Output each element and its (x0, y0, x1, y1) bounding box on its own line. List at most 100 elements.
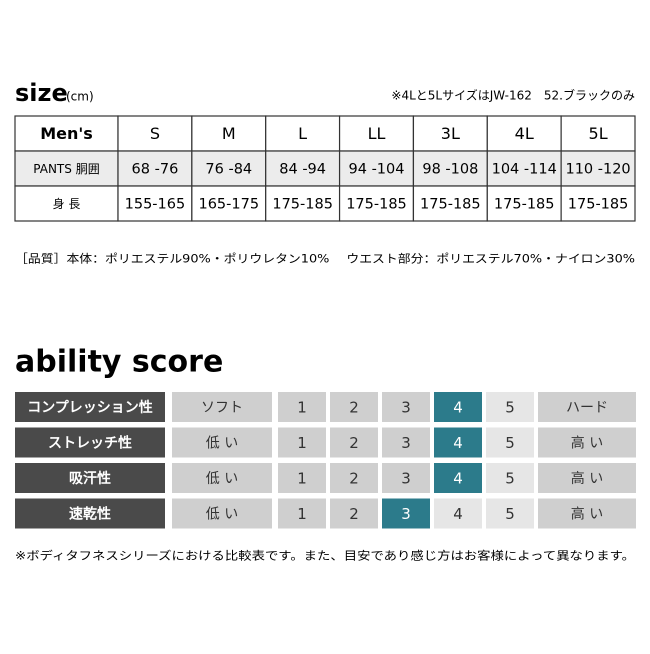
cell (560, 150, 636, 187)
row-label: 速乾性 (69, 506, 111, 523)
cell-text: L (298, 124, 307, 143)
cell-text: Men's (40, 124, 93, 143)
score-number: 2 (349, 399, 359, 417)
cell-text: 175-185 (272, 197, 333, 213)
score-number: 2 (349, 505, 359, 523)
score-cell (330, 392, 378, 422)
low-bg (172, 392, 272, 422)
cell (338, 185, 415, 222)
high-bg (538, 463, 636, 493)
row-label: コンプレッション性 (27, 399, 153, 416)
score-cell (486, 463, 534, 493)
cell-text: S (150, 124, 160, 143)
score-number: 3 (401, 399, 411, 417)
size-note: ※4Lと5LサイズはJW-162 52.ブラックのみ (391, 88, 635, 103)
score-number: 4 (453, 399, 463, 417)
low-label: 低 い (206, 471, 238, 487)
row-label-bg (15, 392, 165, 422)
score-cell (278, 498, 326, 529)
cell-text: 175-185 (346, 197, 407, 213)
high-label: 高 い (571, 506, 603, 523)
row-label-bg (15, 463, 165, 493)
cell-text: 4L (515, 124, 534, 143)
score-number: 5 (505, 470, 515, 488)
score-cell (382, 463, 430, 493)
cell (117, 185, 193, 222)
cell-text: 3L (441, 124, 460, 143)
score-cell (278, 463, 326, 493)
cell-text: 155-165 (125, 197, 186, 213)
score-cell (434, 392, 482, 422)
score-number: 3 (401, 505, 411, 523)
cell (560, 185, 636, 222)
cell (560, 115, 636, 152)
cell-text: 104 -114 (492, 162, 557, 178)
score-cell (486, 392, 534, 422)
score-number: 4 (453, 470, 463, 488)
material: ［品質］本体：ポリエステル90%・ポリウレタン10% ウエスト部分：ポリエステル… (15, 252, 635, 266)
score-number: 2 (349, 470, 359, 488)
cell (117, 150, 193, 187)
low-label: 低 い (206, 507, 238, 523)
cell-text: 175-185 (568, 197, 629, 213)
cell-text: 84 -94 (279, 162, 326, 178)
low-bg (172, 427, 272, 458)
cell-text: 94 -104 (349, 162, 405, 178)
cell (265, 150, 341, 187)
high-label: 高 い (571, 435, 603, 452)
row-label: 吸汗性 (69, 470, 111, 487)
cell-text: 98 -108 (422, 162, 478, 178)
score-cell (278, 392, 326, 422)
cell-text: PANTS 胴囲 (33, 162, 99, 176)
high-label: ハード (566, 400, 608, 416)
score-cell (486, 498, 534, 529)
score-number: 5 (505, 505, 515, 523)
score-cell (382, 392, 430, 422)
score-cell (330, 498, 378, 529)
cell (486, 185, 562, 222)
cell-text: 175-185 (494, 197, 555, 213)
score-number: 3 (401, 470, 411, 488)
high-bg (538, 427, 636, 458)
low-label: ソフト (201, 400, 243, 416)
score-number: 4 (453, 434, 463, 452)
cell (117, 115, 193, 152)
score-number: 5 (505, 399, 515, 417)
score-cell (434, 427, 482, 458)
score-number: 1 (297, 399, 307, 417)
low-bg (172, 463, 272, 493)
score-cell (486, 427, 534, 458)
cell (412, 115, 488, 152)
score-number: 4 (453, 505, 463, 523)
size-title: size (15, 79, 68, 107)
cell-text: M (222, 124, 236, 143)
score-cell (382, 427, 430, 458)
size-unit: (cm) (66, 90, 94, 104)
cell-text: LL (368, 124, 386, 143)
cell (14, 115, 119, 152)
high-label: 高 い (571, 470, 603, 487)
score-number: 1 (297, 505, 307, 523)
cell (191, 185, 267, 222)
cell-text: 5L (589, 124, 608, 143)
cell-text: 110 -120 (565, 162, 630, 178)
high-bg (538, 498, 636, 529)
score-cell (330, 427, 378, 458)
score-cell (278, 427, 326, 458)
score-cell (382, 498, 430, 529)
ability-note: ※ボディタフネスシリーズにおける比較表です。また、目安であり感じ方はお客様によっ… (15, 549, 635, 563)
score-number: 5 (505, 434, 515, 452)
cell-text: 68 -76 (132, 162, 179, 178)
score-number: 1 (297, 470, 307, 488)
cell (412, 150, 488, 187)
cell-text: 165-175 (198, 197, 259, 213)
cell-text: 175-185 (420, 197, 481, 213)
score-number: 2 (349, 434, 359, 452)
score-cell (434, 498, 482, 529)
score-number: 1 (297, 434, 307, 452)
low-bg (172, 498, 272, 529)
low-label: 低 い (206, 436, 238, 452)
